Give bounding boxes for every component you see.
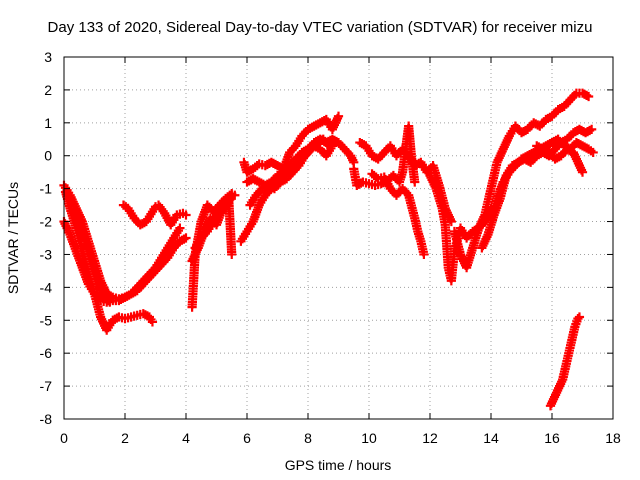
data-point — [410, 177, 420, 187]
data-point — [181, 210, 191, 220]
y-tick-label: -1 — [40, 181, 53, 197]
data-series — [59, 88, 598, 411]
series-arc-21 — [545, 312, 585, 411]
series-arc-5 — [118, 200, 191, 230]
x-tick-label: 10 — [361, 430, 377, 446]
y-tick-label: 0 — [44, 148, 52, 164]
x-tick-label: 18 — [605, 430, 621, 446]
x-tick-label: 12 — [422, 430, 438, 446]
data-point — [584, 91, 594, 102]
data-point — [147, 317, 158, 327]
x-tick-label: 6 — [243, 430, 251, 446]
data-point — [105, 297, 115, 307]
data-point — [577, 167, 588, 177]
data-point — [181, 233, 191, 243]
series-arc-8 — [187, 193, 237, 266]
data-point — [324, 141, 334, 151]
y-tick-label: 3 — [44, 49, 52, 65]
y-tick-label: -7 — [40, 378, 53, 394]
x-tick-label: 2 — [121, 430, 129, 446]
plot-frame — [63, 56, 614, 420]
y-tick-label: 2 — [44, 82, 52, 98]
series-arc-17 — [449, 88, 594, 273]
y-tick-label: 1 — [44, 115, 52, 131]
x-tick-label: 16 — [544, 430, 560, 446]
data-point — [175, 223, 185, 233]
x-tick-label: 8 — [304, 430, 312, 446]
x-tick-label: 0 — [60, 430, 68, 446]
x-tick-label: 14 — [483, 430, 499, 446]
y-axis-label: SDTVAR / TECUs — [5, 182, 21, 294]
data-point — [333, 111, 344, 121]
data-point — [419, 249, 429, 260]
y-tick-label: -5 — [40, 312, 53, 328]
chart-title: Day 133 of 2020, Sidereal Day-to-day VTE… — [48, 19, 593, 36]
y-tick-label: -2 — [40, 214, 53, 230]
series-arc-3 — [59, 216, 191, 307]
y-tick-label: -6 — [40, 345, 53, 361]
series-arc-20 — [532, 141, 588, 177]
x-tick-label: 4 — [182, 430, 190, 446]
y-tick-label: -4 — [40, 279, 53, 295]
data-point — [574, 312, 585, 322]
data-point — [588, 147, 598, 158]
series-arc-19 — [486, 134, 598, 223]
data-point — [587, 124, 597, 134]
y-tick-label: -3 — [40, 246, 53, 262]
series-arc-4 — [68, 207, 115, 307]
series-arc-15 — [367, 169, 429, 260]
x-axis-label: GPS time / hours — [285, 457, 392, 473]
data-point — [227, 249, 237, 260]
series-arc-12 — [245, 134, 334, 210]
y-tick-label: -8 — [40, 411, 53, 427]
